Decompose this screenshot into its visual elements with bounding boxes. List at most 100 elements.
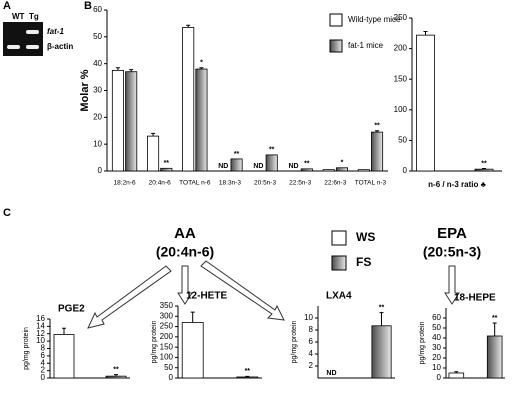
error-bar <box>151 132 156 137</box>
bar <box>181 322 204 379</box>
value-label: ** <box>269 147 275 154</box>
y-tick-label: 6 <box>309 337 314 346</box>
legend-swatch <box>329 13 343 27</box>
panel-label: B <box>84 0 92 12</box>
y-tick-label: 300 <box>160 311 174 320</box>
arrow <box>200 260 285 321</box>
group-formula: (20:5n-3) <box>423 244 481 260</box>
value-label: ND <box>218 163 228 170</box>
value-label: ** <box>379 304 385 311</box>
x-tick-label: n-6 / n-3 ratio ♣ <box>428 180 486 189</box>
band-label: fat-1 <box>47 27 64 36</box>
error-bar <box>190 311 195 323</box>
x-tick-label: 22:6n-3 <box>324 180 346 187</box>
y-tick-label: 30 <box>432 343 441 352</box>
arrow <box>177 265 193 305</box>
bar <box>474 168 494 172</box>
x-tick-label: 22:5n-3 <box>289 180 311 187</box>
legend-label: Wild-type mice <box>348 15 401 24</box>
y-tick-label: 0 <box>403 166 408 175</box>
legend-swatch <box>331 255 347 271</box>
y-tick-label: 4 <box>309 349 314 358</box>
x-tick-label: 20:4n-6 <box>149 180 171 187</box>
lane-label: Tg <box>29 12 39 21</box>
value-label: ** <box>492 315 498 322</box>
group-name: EPA <box>437 225 467 242</box>
value-label: * <box>200 60 203 67</box>
chart-title: 12-HETE <box>186 291 227 302</box>
y-tick-label: 14 <box>36 321 45 330</box>
y-tick-label: 10 <box>93 139 102 148</box>
legend-label: fat-1 mice <box>348 41 384 50</box>
x-tick-label: 20:5n-3 <box>254 180 276 187</box>
y-tick-label: 40 <box>93 59 102 68</box>
y-tick-label: 350 <box>160 301 174 310</box>
y-tick-label: 8 <box>41 344 46 353</box>
group-name: AA <box>174 225 196 242</box>
y-tick-label: 40 <box>432 333 441 342</box>
bar <box>111 69 124 172</box>
y-tick-label: 0 <box>98 166 103 175</box>
value-label: ** <box>304 161 310 168</box>
y-tick-label: 250 <box>394 13 408 22</box>
y-tick-label: 16 <box>36 314 45 323</box>
legend-swatch <box>329 39 343 53</box>
y-tick-label: 50 <box>164 363 173 372</box>
chart-title: 18-HEPE <box>454 293 496 304</box>
value-label: ** <box>374 123 380 130</box>
y-tick-label: 100 <box>160 353 174 362</box>
value-label: ND <box>289 163 299 170</box>
bar <box>371 131 384 172</box>
y-tick-label: 50 <box>432 323 441 332</box>
bar <box>53 334 75 379</box>
y-axis-label: pg/mg protein <box>151 320 158 363</box>
legend-label: FS <box>356 255 371 269</box>
x-tick-label: 18:2n-6 <box>114 180 136 187</box>
error-bar <box>115 67 120 71</box>
value-label: ** <box>481 160 487 167</box>
gel-band <box>7 45 20 49</box>
error-bar <box>454 371 459 373</box>
error-bar <box>492 322 497 336</box>
bar <box>486 335 503 379</box>
arrows <box>87 260 460 329</box>
bar <box>448 372 465 379</box>
bar <box>335 167 348 172</box>
bar <box>322 169 335 172</box>
error-bar <box>199 67 204 70</box>
legend-label: WS <box>356 230 375 244</box>
bar <box>147 135 160 172</box>
y-tick-label: 10 <box>36 336 45 345</box>
y-tick-label: 2 <box>41 366 46 375</box>
value-label: ND <box>253 163 263 170</box>
y-tick-label: 6 <box>41 351 46 360</box>
error-bar <box>482 168 486 170</box>
error-bar <box>379 312 384 326</box>
y-tick-label: 12 <box>36 329 45 338</box>
error-bar <box>62 327 66 335</box>
y-tick-label: 2 <box>309 361 314 370</box>
chart-title: LXA4 <box>326 291 352 302</box>
x-tick-label: TOTAL n-3 <box>355 180 387 187</box>
value-label: ** <box>113 367 119 374</box>
bar <box>236 376 259 379</box>
y-tick-label: 60 <box>432 313 441 322</box>
bar <box>230 158 243 172</box>
y-tick-label: 150 <box>394 74 408 83</box>
y-tick-label: 10 <box>304 313 313 322</box>
y-axis-label: Molar % <box>79 69 91 111</box>
y-tick-label: 20 <box>432 353 441 362</box>
value-label: ND <box>326 370 336 377</box>
value-label: * <box>341 160 344 167</box>
value-label: ** <box>234 151 240 158</box>
y-tick-label: 0 <box>41 373 46 382</box>
error-bar <box>423 30 428 36</box>
bar <box>371 325 392 379</box>
legend-swatch <box>331 230 347 246</box>
y-tick-label: 50 <box>398 136 407 145</box>
arrow <box>444 265 460 305</box>
y-axis-label: pg/mg protein <box>23 327 30 370</box>
y-tick-label: 20 <box>93 112 102 121</box>
y-tick-label: 4 <box>41 358 46 367</box>
